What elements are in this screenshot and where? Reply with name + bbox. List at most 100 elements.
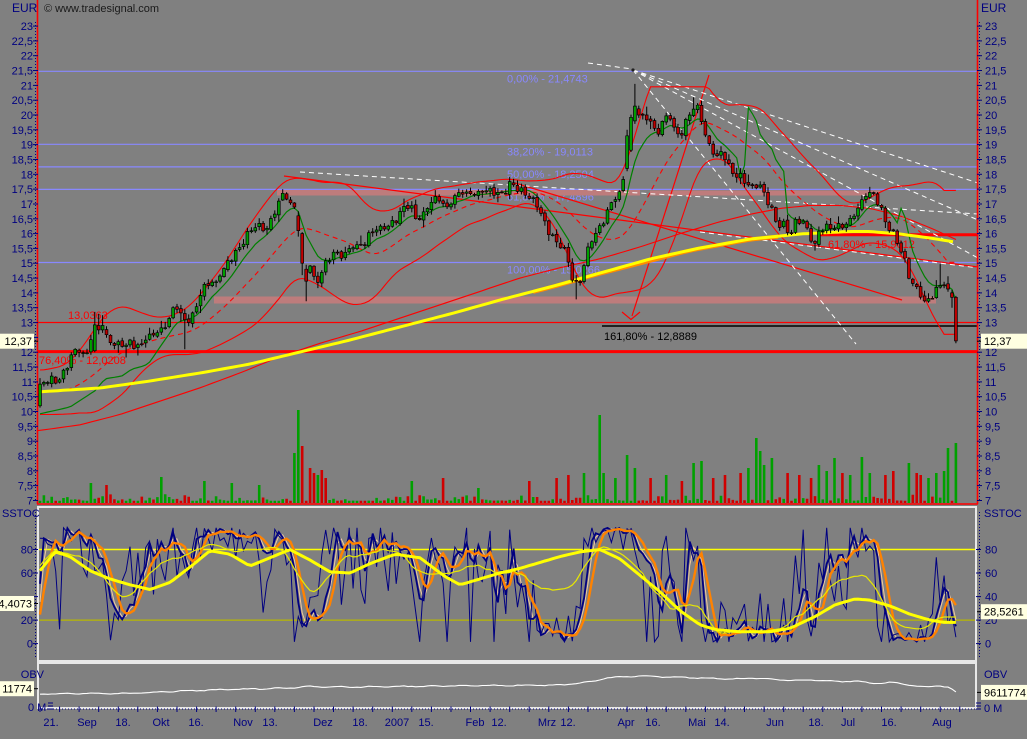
svg-text:0: 0 — [27, 639, 33, 651]
svg-text:EUR: EUR — [12, 1, 38, 15]
svg-text:7: 7 — [985, 496, 991, 508]
svg-text:18,5: 18,5 — [985, 155, 1006, 167]
svg-text:21: 21 — [985, 80, 997, 92]
svg-text:0 M: 0 M — [984, 703, 1002, 715]
svg-text:17,5: 17,5 — [12, 184, 33, 196]
svg-text:21,5: 21,5 — [12, 66, 33, 78]
svg-text:2007: 2007 — [385, 717, 409, 729]
svg-text:OBV: OBV — [984, 669, 1008, 681]
svg-text:8,5: 8,5 — [985, 451, 1000, 463]
svg-text:Jul: Jul — [841, 717, 855, 729]
svg-text:0,00% - 21,4743: 0,00% - 21,4743 — [507, 73, 588, 85]
svg-text:13: 13 — [21, 318, 33, 330]
svg-text:22,5: 22,5 — [985, 36, 1006, 48]
svg-text:40: 40 — [985, 592, 997, 604]
svg-text:17: 17 — [985, 199, 997, 211]
svg-text:15,5: 15,5 — [985, 243, 1006, 255]
svg-text:4,4073: 4,4073 — [0, 599, 32, 611]
svg-text:12: 12 — [985, 347, 997, 359]
svg-text:Mrz: Mrz — [538, 717, 556, 729]
svg-text:50,00% - 18,2504: 50,00% - 18,2504 — [507, 169, 594, 181]
svg-text:18: 18 — [985, 169, 997, 181]
svg-text:15: 15 — [985, 258, 997, 270]
svg-text:28,5261: 28,5261 — [984, 607, 1024, 619]
svg-text:21.: 21. — [43, 717, 58, 729]
svg-text:18.: 18. — [115, 717, 130, 729]
svg-text:21,5: 21,5 — [985, 66, 1006, 78]
svg-text:16: 16 — [21, 229, 33, 241]
svg-text:20: 20 — [985, 110, 997, 122]
svg-text:76,40% - 12,0208: 76,40% - 12,0208 — [39, 355, 126, 367]
svg-text:61,80% - 15,9612: 61,80% - 15,9612 — [828, 239, 915, 251]
svg-text:15: 15 — [21, 258, 33, 270]
svg-text:13: 13 — [985, 318, 997, 330]
svg-text:13,5: 13,5 — [985, 303, 1006, 315]
svg-text:16.: 16. — [645, 717, 660, 729]
svg-text:22: 22 — [985, 51, 997, 63]
svg-text:EUR: EUR — [981, 1, 1007, 15]
svg-text:17,5: 17,5 — [985, 184, 1006, 196]
svg-text:10,5: 10,5 — [985, 392, 1006, 404]
svg-text:18.: 18. — [352, 717, 367, 729]
svg-text:22: 22 — [21, 51, 33, 63]
svg-text:15,5: 15,5 — [12, 243, 33, 255]
svg-text:12.: 12. — [491, 717, 506, 729]
svg-text:19: 19 — [985, 140, 997, 152]
svg-text:Aug: Aug — [932, 717, 952, 729]
svg-text:13,5: 13,5 — [12, 303, 33, 315]
svg-text:19,5: 19,5 — [12, 125, 33, 137]
svg-text:60: 60 — [985, 568, 997, 580]
svg-text:9,5: 9,5 — [18, 421, 33, 433]
svg-text:19: 19 — [21, 140, 33, 152]
svg-text:12,37: 12,37 — [984, 336, 1012, 348]
svg-text:13.: 13. — [262, 717, 277, 729]
svg-text:14,5: 14,5 — [12, 273, 33, 285]
svg-text:19,5: 19,5 — [985, 125, 1006, 137]
svg-text:60: 60 — [21, 568, 33, 580]
svg-text:Sep: Sep — [77, 717, 97, 729]
svg-text:18,5: 18,5 — [12, 155, 33, 167]
svg-text:12.: 12. — [560, 717, 575, 729]
svg-text:17: 17 — [21, 199, 33, 211]
svg-text:80: 80 — [21, 545, 33, 557]
svg-text:8: 8 — [27, 466, 33, 478]
svg-text:38,20% - 19,0113: 38,20% - 19,0113 — [507, 146, 593, 158]
svg-text:23: 23 — [985, 21, 997, 33]
svg-text:13,0363: 13,0363 — [68, 310, 108, 322]
svg-text:12,37: 12,37 — [4, 336, 32, 348]
svg-text:Okt: Okt — [152, 717, 169, 729]
svg-text:Apr: Apr — [617, 717, 634, 729]
svg-text:22,5: 22,5 — [12, 36, 33, 48]
svg-text:100,00% - 15,0266: 100,00% - 15,0266 — [507, 265, 600, 277]
svg-text:16: 16 — [985, 229, 997, 241]
svg-text:12: 12 — [21, 347, 33, 359]
svg-text:161,80% - 12,8889: 161,80% - 12,8889 — [604, 331, 697, 343]
svg-text:20: 20 — [21, 110, 33, 122]
svg-text:16,5: 16,5 — [985, 214, 1006, 226]
svg-text:0: 0 — [985, 639, 991, 651]
svg-text:11: 11 — [22, 377, 33, 389]
svg-text:9: 9 — [985, 436, 991, 448]
svg-text:20: 20 — [21, 615, 33, 627]
svg-text:10: 10 — [985, 407, 997, 419]
svg-text:Jun: Jun — [766, 717, 784, 729]
svg-text:Mai: Mai — [688, 717, 706, 729]
svg-text:SSTOC: SSTOC — [2, 508, 40, 520]
svg-text:Nov: Nov — [233, 717, 253, 729]
svg-text:14,5: 14,5 — [985, 273, 1006, 285]
svg-text:Dez: Dez — [313, 717, 333, 729]
svg-text:16.: 16. — [188, 717, 203, 729]
svg-text:9,5: 9,5 — [985, 421, 1000, 433]
svg-text:11,5: 11,5 — [12, 362, 33, 374]
svg-text:18: 18 — [21, 169, 33, 181]
svg-text:© www.tradesignal.com: © www.tradesignal.com — [44, 3, 159, 15]
svg-text:11774: 11774 — [2, 684, 32, 696]
svg-text:14: 14 — [21, 288, 33, 300]
svg-text:14.: 14. — [714, 717, 729, 729]
svg-text:11: 11 — [985, 377, 996, 389]
svg-text:14: 14 — [985, 288, 997, 300]
svg-text:10,5: 10,5 — [12, 392, 33, 404]
svg-text:10: 10 — [21, 407, 33, 419]
svg-text:16.: 16. — [881, 717, 896, 729]
svg-text:9611774: 9611774 — [984, 687, 1026, 699]
